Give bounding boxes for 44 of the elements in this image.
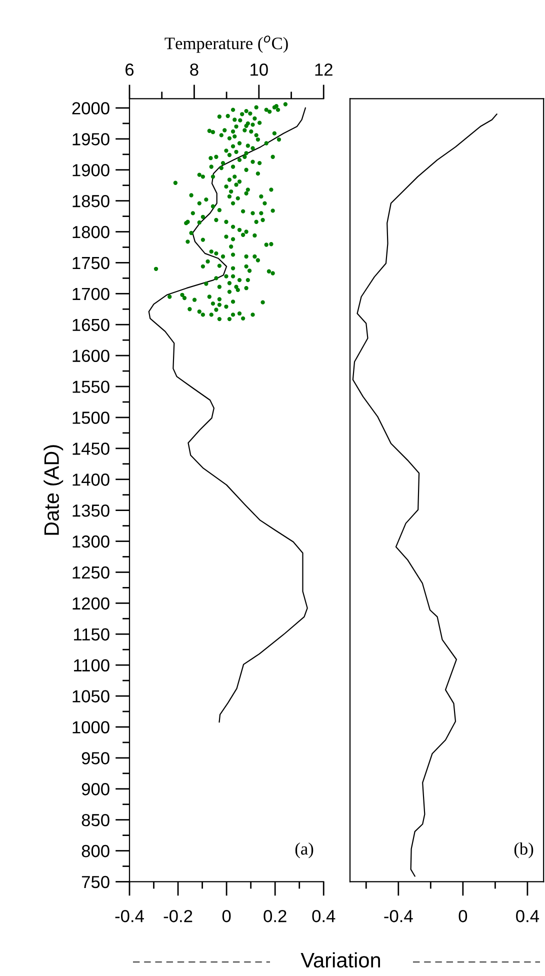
y-tick-label: 1900 [72, 164, 110, 176]
y-tick-label: 1500 [72, 412, 110, 424]
y-tick-label: 1700 [72, 288, 110, 300]
y-tick-label: 2000 [72, 102, 110, 114]
x2-tick-label: 6 [126, 64, 134, 76]
y-tick-label: 1450 [72, 442, 110, 455]
y-tick-label: 1000 [72, 721, 110, 734]
x-tick-label: 0 [458, 910, 468, 922]
x-tick-label: -0.4 [384, 910, 413, 922]
x2-tick-label: 12 [315, 64, 332, 76]
annotation: (a) [295, 842, 314, 858]
y-tick-label: 1300 [72, 535, 110, 548]
x-tick-label: 0.4 [312, 910, 336, 922]
y-tick-label: 950 [82, 752, 110, 764]
x-tick-label: 0 [222, 910, 231, 922]
y-tick-label: 1550 [72, 380, 110, 393]
y-tick-label: 1800 [72, 226, 110, 238]
x-axis-title: Variation [300, 952, 380, 968]
x2-axis-title: Temperature ($^{o}$C) [164, 36, 288, 53]
y-tick-label: 1050 [72, 690, 110, 702]
y-tick-label: 1750 [72, 256, 110, 270]
x-tick-label: -0.4 [115, 910, 144, 922]
annotation: (b) [514, 842, 534, 858]
y-tick-label: 1250 [72, 566, 110, 579]
y-tick-label: 1600 [72, 350, 110, 362]
line-series [148, 107, 308, 723]
y-tick-label: 900 [82, 783, 110, 796]
y-tick-label: 1650 [72, 318, 110, 332]
y-axis-title: Date (AD) [44, 445, 64, 535]
y-tick-label: 1100 [74, 659, 110, 672]
y-tick-label: 1350 [72, 504, 110, 517]
x-tick-label: -0.2 [164, 910, 192, 922]
x2-tick-label: 8 [190, 64, 198, 76]
y-tick-label: 1850 [72, 194, 110, 208]
y-tick-label: 1950 [72, 133, 110, 146]
x-tick-label: 0.2 [264, 910, 286, 922]
y-tick-label: 850 [82, 814, 110, 826]
y-tick-label: 1150 [74, 628, 110, 641]
y-tick-label: 1400 [72, 474, 110, 486]
x-tick-label: 0.4 [516, 910, 540, 922]
x2-tick-label: 10 [250, 64, 268, 76]
y-tick-label: 800 [82, 844, 110, 858]
y-tick-label: 1200 [72, 597, 110, 610]
y-tick-label: 750 [82, 876, 110, 888]
